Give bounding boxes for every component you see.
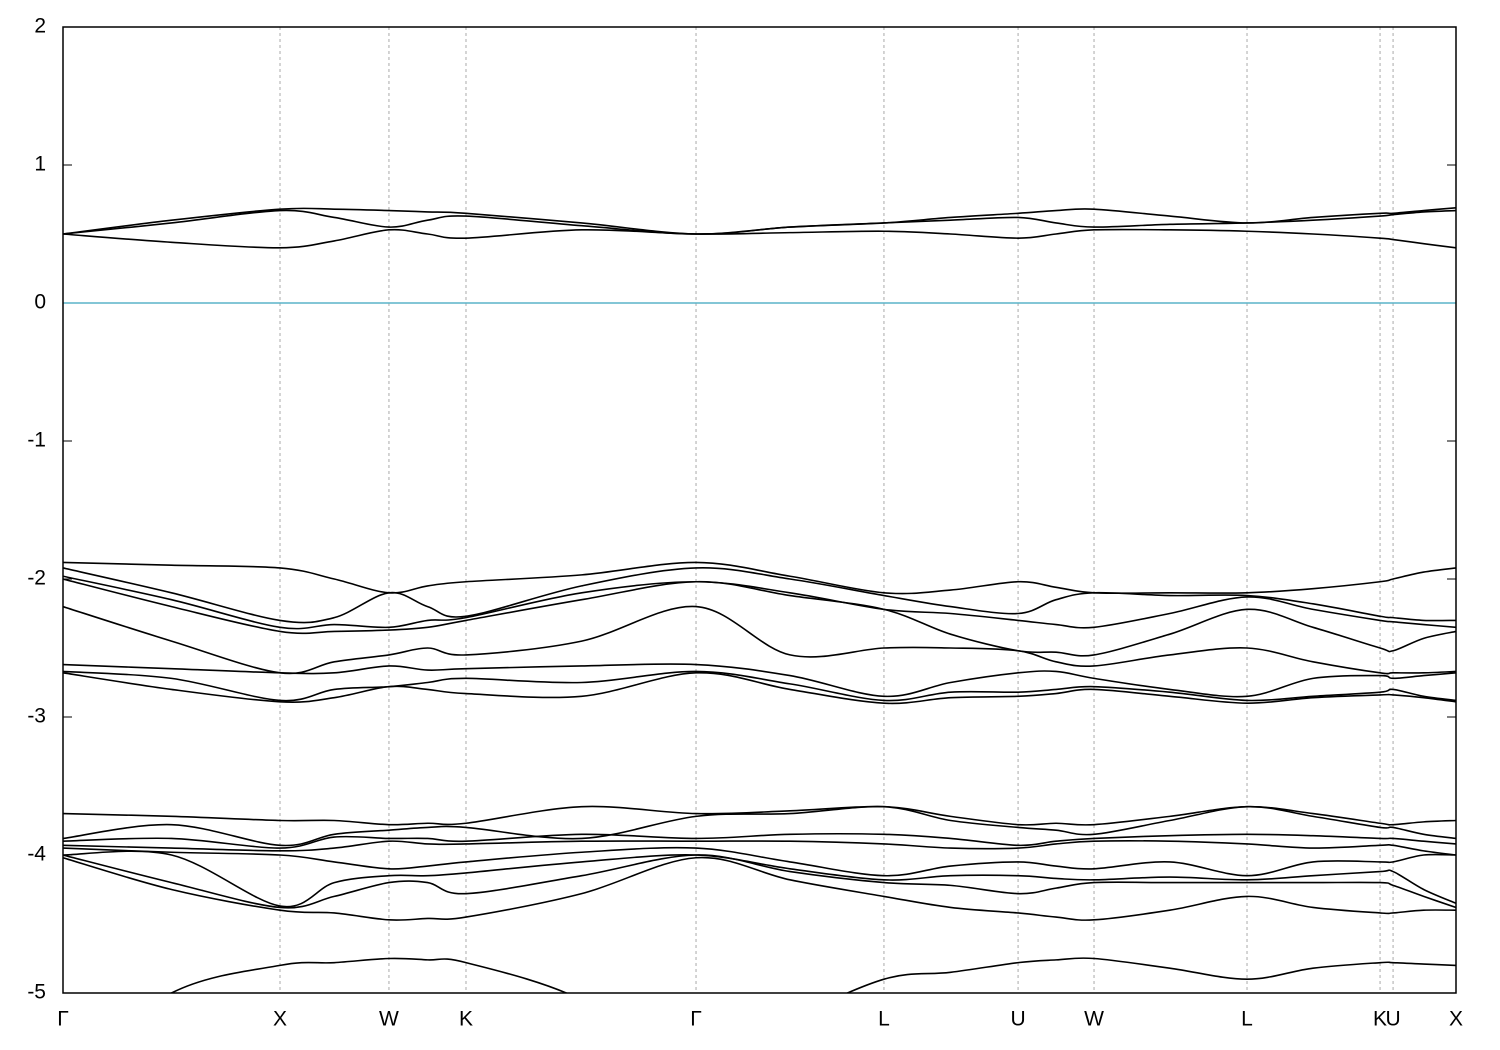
x-tick-label: K xyxy=(459,1008,473,1031)
band-line xyxy=(63,856,1456,921)
y-tick-label: -1 xyxy=(27,429,46,452)
plot-frame xyxy=(62,26,1457,994)
labels-layer: 210-1-2-3-4-5Γ X W K Γ L U W L KU X xyxy=(27,15,1463,1031)
band-line xyxy=(63,567,1456,624)
band-line xyxy=(63,832,1456,849)
band-line xyxy=(63,605,1456,675)
x-tick-label: X xyxy=(1449,1008,1463,1031)
x-tick-label: Γ xyxy=(57,1008,69,1031)
band-line xyxy=(169,957,1456,993)
x-tick-label: L xyxy=(1241,1008,1253,1031)
band-line xyxy=(63,840,1456,856)
y-tick-label: 2 xyxy=(34,15,46,38)
band-line xyxy=(63,228,1456,249)
x-tick-label: K xyxy=(1373,1008,1387,1031)
band-line xyxy=(63,805,1456,847)
band-line xyxy=(63,672,1456,705)
x-tick-label: W xyxy=(1084,1008,1104,1031)
y-tick-label: 1 xyxy=(34,153,46,176)
x-tick-label: L xyxy=(878,1008,890,1031)
band-line xyxy=(63,663,1456,698)
band-line xyxy=(63,854,1456,909)
bands-layer xyxy=(63,206,1456,993)
x-tick-label: U xyxy=(1385,1008,1400,1031)
y-tick-label: 0 xyxy=(34,291,46,314)
band-line xyxy=(63,670,1456,702)
band-line xyxy=(63,209,1456,235)
band-line xyxy=(63,846,1456,877)
x-tick-label: W xyxy=(379,1008,399,1031)
x-tick-label: X xyxy=(273,1008,287,1031)
y-tick-label: -5 xyxy=(27,981,46,1004)
x-tick-label: Γ xyxy=(690,1008,702,1031)
y-tick-label: -2 xyxy=(27,567,46,590)
y-tick-label: -4 xyxy=(27,843,46,866)
y-tick-label: -3 xyxy=(27,705,46,728)
band-line xyxy=(63,578,1456,657)
band-line xyxy=(63,561,1456,595)
x-tick-label: U xyxy=(1010,1008,1025,1031)
band-line xyxy=(63,850,1456,908)
